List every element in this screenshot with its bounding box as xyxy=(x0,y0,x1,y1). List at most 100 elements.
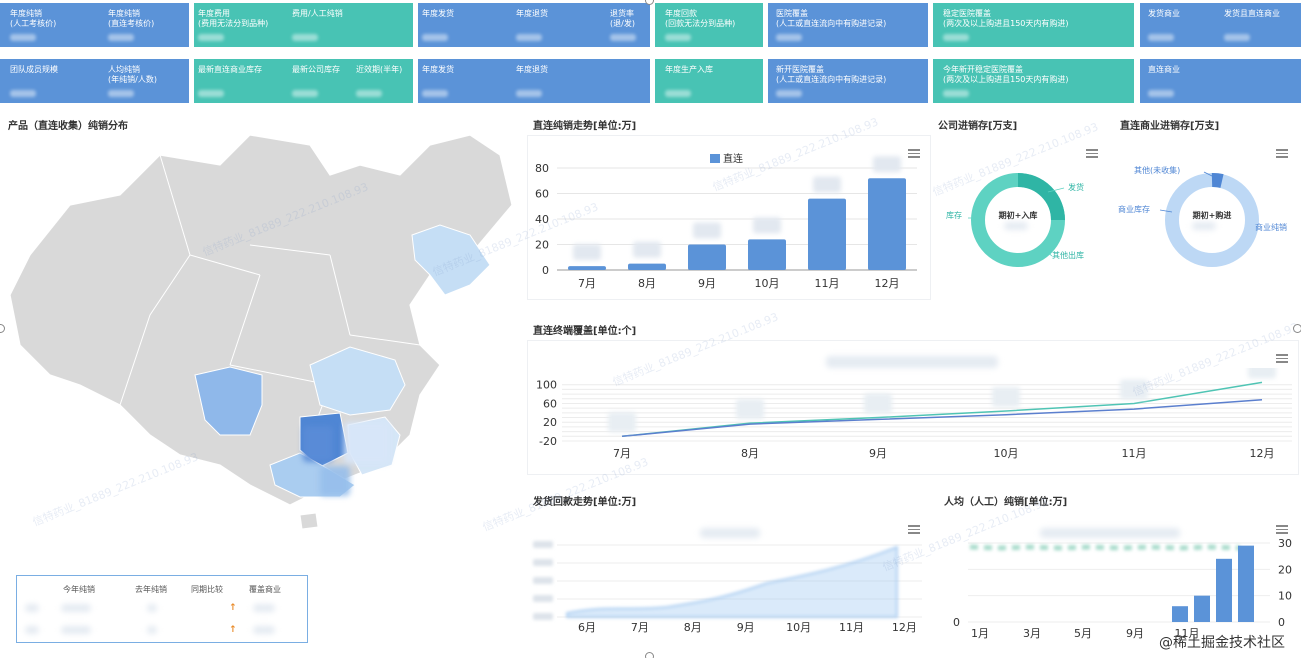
kpi-label: 年度生产入库 xyxy=(665,65,713,74)
company-inventory-title: 公司进销存[万支] xyxy=(938,121,1018,132)
map-region-central xyxy=(309,346,406,416)
kpi-label: 年度纯销 (直连考核价) xyxy=(108,9,155,28)
x-tick-label: 10月 xyxy=(786,621,811,634)
resize-handle-left[interactable] xyxy=(0,324,5,333)
stat-table: 今年纯销 去年纯销 同期比较 覆盖商业 ↑ ↑ xyxy=(16,575,308,643)
x-tick-label: 5月 xyxy=(1074,627,1092,640)
kpi-tile[interactable]: 年度发货 年度退货 xyxy=(418,59,650,103)
area-series xyxy=(566,545,898,618)
bar xyxy=(1194,595,1210,622)
x-tick-label: 11月 xyxy=(1175,627,1200,640)
terminal-coverage-legend[interactable] xyxy=(826,356,998,368)
kpi-label: 年度发货 xyxy=(422,9,454,18)
kpi-tile[interactable]: 年度费用 (费用无法分到品种) 费用/人工纯销 xyxy=(194,3,413,47)
kpi-tile[interactable]: 直连商业 xyxy=(1140,59,1301,103)
terminal-coverage-menu-icon[interactable] xyxy=(1276,354,1288,363)
bar-value-label xyxy=(573,244,601,261)
direct-sales-legend[interactable]: 直连 xyxy=(710,150,743,165)
x-tick-label: 7月 xyxy=(631,621,649,634)
kpi-tile[interactable]: 稳定医院覆盖 (两次及以上购进且150天内有购进) xyxy=(933,3,1134,47)
map-region-northeast xyxy=(411,224,491,296)
footer-watermark-text: @稀土掘金技术社区 xyxy=(1159,635,1285,651)
x-tick-label: 9月 xyxy=(1126,627,1144,640)
x-tick-label: 7月 xyxy=(578,277,596,290)
kpi-label: 稳定医院覆盖 (两次及以上购进且150天内有购进) xyxy=(943,9,1069,28)
kpi-tile[interactable]: 团队成员规模 人均纯销 (年纯销/人数) xyxy=(0,59,189,103)
bar xyxy=(688,244,726,270)
bar xyxy=(1172,606,1188,622)
y-tick-label: 100 xyxy=(536,379,557,392)
kpi-label: 直连商业 xyxy=(1148,65,1180,74)
kpi-tile[interactable]: 最新直连商业库存 最新公司库存 近效期(半年) xyxy=(194,59,413,103)
direct-biz-inventory-center-label: 期初+购进 xyxy=(1193,210,1232,220)
x-tick-label: 8月 xyxy=(638,277,656,290)
direct-biz-inventory-label-other: 其他(未收集) xyxy=(1134,165,1180,175)
bar xyxy=(868,178,906,270)
point-value-label xyxy=(608,412,636,433)
x-tick-label: 12月 xyxy=(1250,447,1275,460)
x-tick-label: 10月 xyxy=(994,447,1019,460)
y-tick-label: 20 xyxy=(543,416,557,429)
point-value-label xyxy=(864,393,892,414)
kpi-tile[interactable]: 年度纯销 (人工考核价) 年度纯销 (直连考核价) xyxy=(0,3,189,47)
shipment-payment-menu-icon[interactable] xyxy=(908,525,920,534)
kpi-tile[interactable]: 年度回款 (回款无法分到品种) xyxy=(655,3,763,47)
kpi-tile[interactable]: 新开医院覆盖 (人工或直连流向中有购进记录) xyxy=(768,59,928,103)
shipment-payment-legend[interactable] xyxy=(700,528,760,538)
kpi-tile[interactable]: 年度生产入库 xyxy=(655,59,763,103)
bar xyxy=(628,263,666,270)
bar xyxy=(808,198,846,270)
per-capita-menu-icon[interactable] xyxy=(1276,525,1288,534)
bar-value-label xyxy=(813,176,841,193)
bar xyxy=(568,266,606,270)
map-panel-title: 产品（直连收集）纯销分布 xyxy=(8,121,128,132)
kpi-label: 发货商业 xyxy=(1148,9,1180,18)
up-arrow-icon: ↑ xyxy=(229,625,237,635)
series-line xyxy=(621,398,1263,438)
kpi-tile[interactable]: 年度发货 年度退货 退货率 (退/发) xyxy=(418,3,650,47)
per-capita-legend[interactable] xyxy=(1040,528,1180,538)
kpi-label: 发货且直连商业 xyxy=(1224,9,1280,18)
terminal-coverage-chart: -20 20 60 100 7月 8月 9月 10月 11月 12月 xyxy=(536,368,1292,460)
point-value-label xyxy=(736,399,764,420)
point-value-label xyxy=(1120,379,1148,400)
shipment-payment-chart: 6月 7月 8月 9月 10月 11月 12月 xyxy=(533,541,922,634)
kpi-label: 年度发货 xyxy=(422,65,454,74)
bar xyxy=(748,239,786,270)
x-tick-label: 11月 xyxy=(815,277,840,290)
x-tick-label: 8月 xyxy=(741,447,759,460)
x-tick-label: 9月 xyxy=(737,621,755,634)
resize-handle-right[interactable] xyxy=(1293,324,1301,333)
direct-sales-menu-icon[interactable] xyxy=(908,149,920,158)
company-inventory-label-ship: 发货 xyxy=(1068,182,1084,192)
kpi-label: 年度退货 xyxy=(516,9,548,18)
map-region-sichuan xyxy=(194,366,263,436)
kpi-label: 近效期(半年) xyxy=(356,65,403,74)
kpi-tile[interactable]: 发货商业 发货且直连商业 xyxy=(1140,3,1301,47)
kpi-label: 团队成员规模 xyxy=(10,65,58,74)
y-tick-label-left: 0 xyxy=(953,616,960,629)
x-tick-label: 12月 xyxy=(875,277,900,290)
y-tick-label: -20 xyxy=(539,435,557,448)
resize-handle-bottom[interactable] xyxy=(645,652,654,658)
x-tick-label: 10月 xyxy=(755,277,780,290)
bar-value-label xyxy=(753,217,781,234)
point-value-label xyxy=(1248,368,1276,379)
y-tick-label: 60 xyxy=(535,188,549,201)
direct-biz-inventory-label-stock: 商业库存 xyxy=(1118,204,1150,214)
x-tick-label: 7月 xyxy=(613,447,631,460)
kpi-tile[interactable]: 医院覆盖 (人工或直连流向中有购进记录) xyxy=(768,3,928,47)
y-tick-label: 0 xyxy=(542,264,549,277)
series-line xyxy=(621,381,1263,438)
company-inventory-center-label: 期初+入库 xyxy=(999,210,1038,220)
x-tick-label: 12月 xyxy=(892,621,917,634)
resize-handle-top[interactable] xyxy=(645,0,654,5)
bar-value-label xyxy=(873,156,901,173)
kpi-label: 年度费用 (费用无法分到品种) xyxy=(198,9,269,28)
bar-value-label xyxy=(693,222,721,239)
kpi-tile[interactable]: 今年新开稳定医院覆盖 (两次及以上购进且150天内有购进) xyxy=(933,59,1134,103)
direct-biz-inventory-menu-icon[interactable] xyxy=(1276,149,1288,158)
company-inventory-menu-icon[interactable] xyxy=(1086,149,1098,158)
legend-label: 直连 xyxy=(723,154,743,165)
x-tick-label: 9月 xyxy=(698,277,716,290)
